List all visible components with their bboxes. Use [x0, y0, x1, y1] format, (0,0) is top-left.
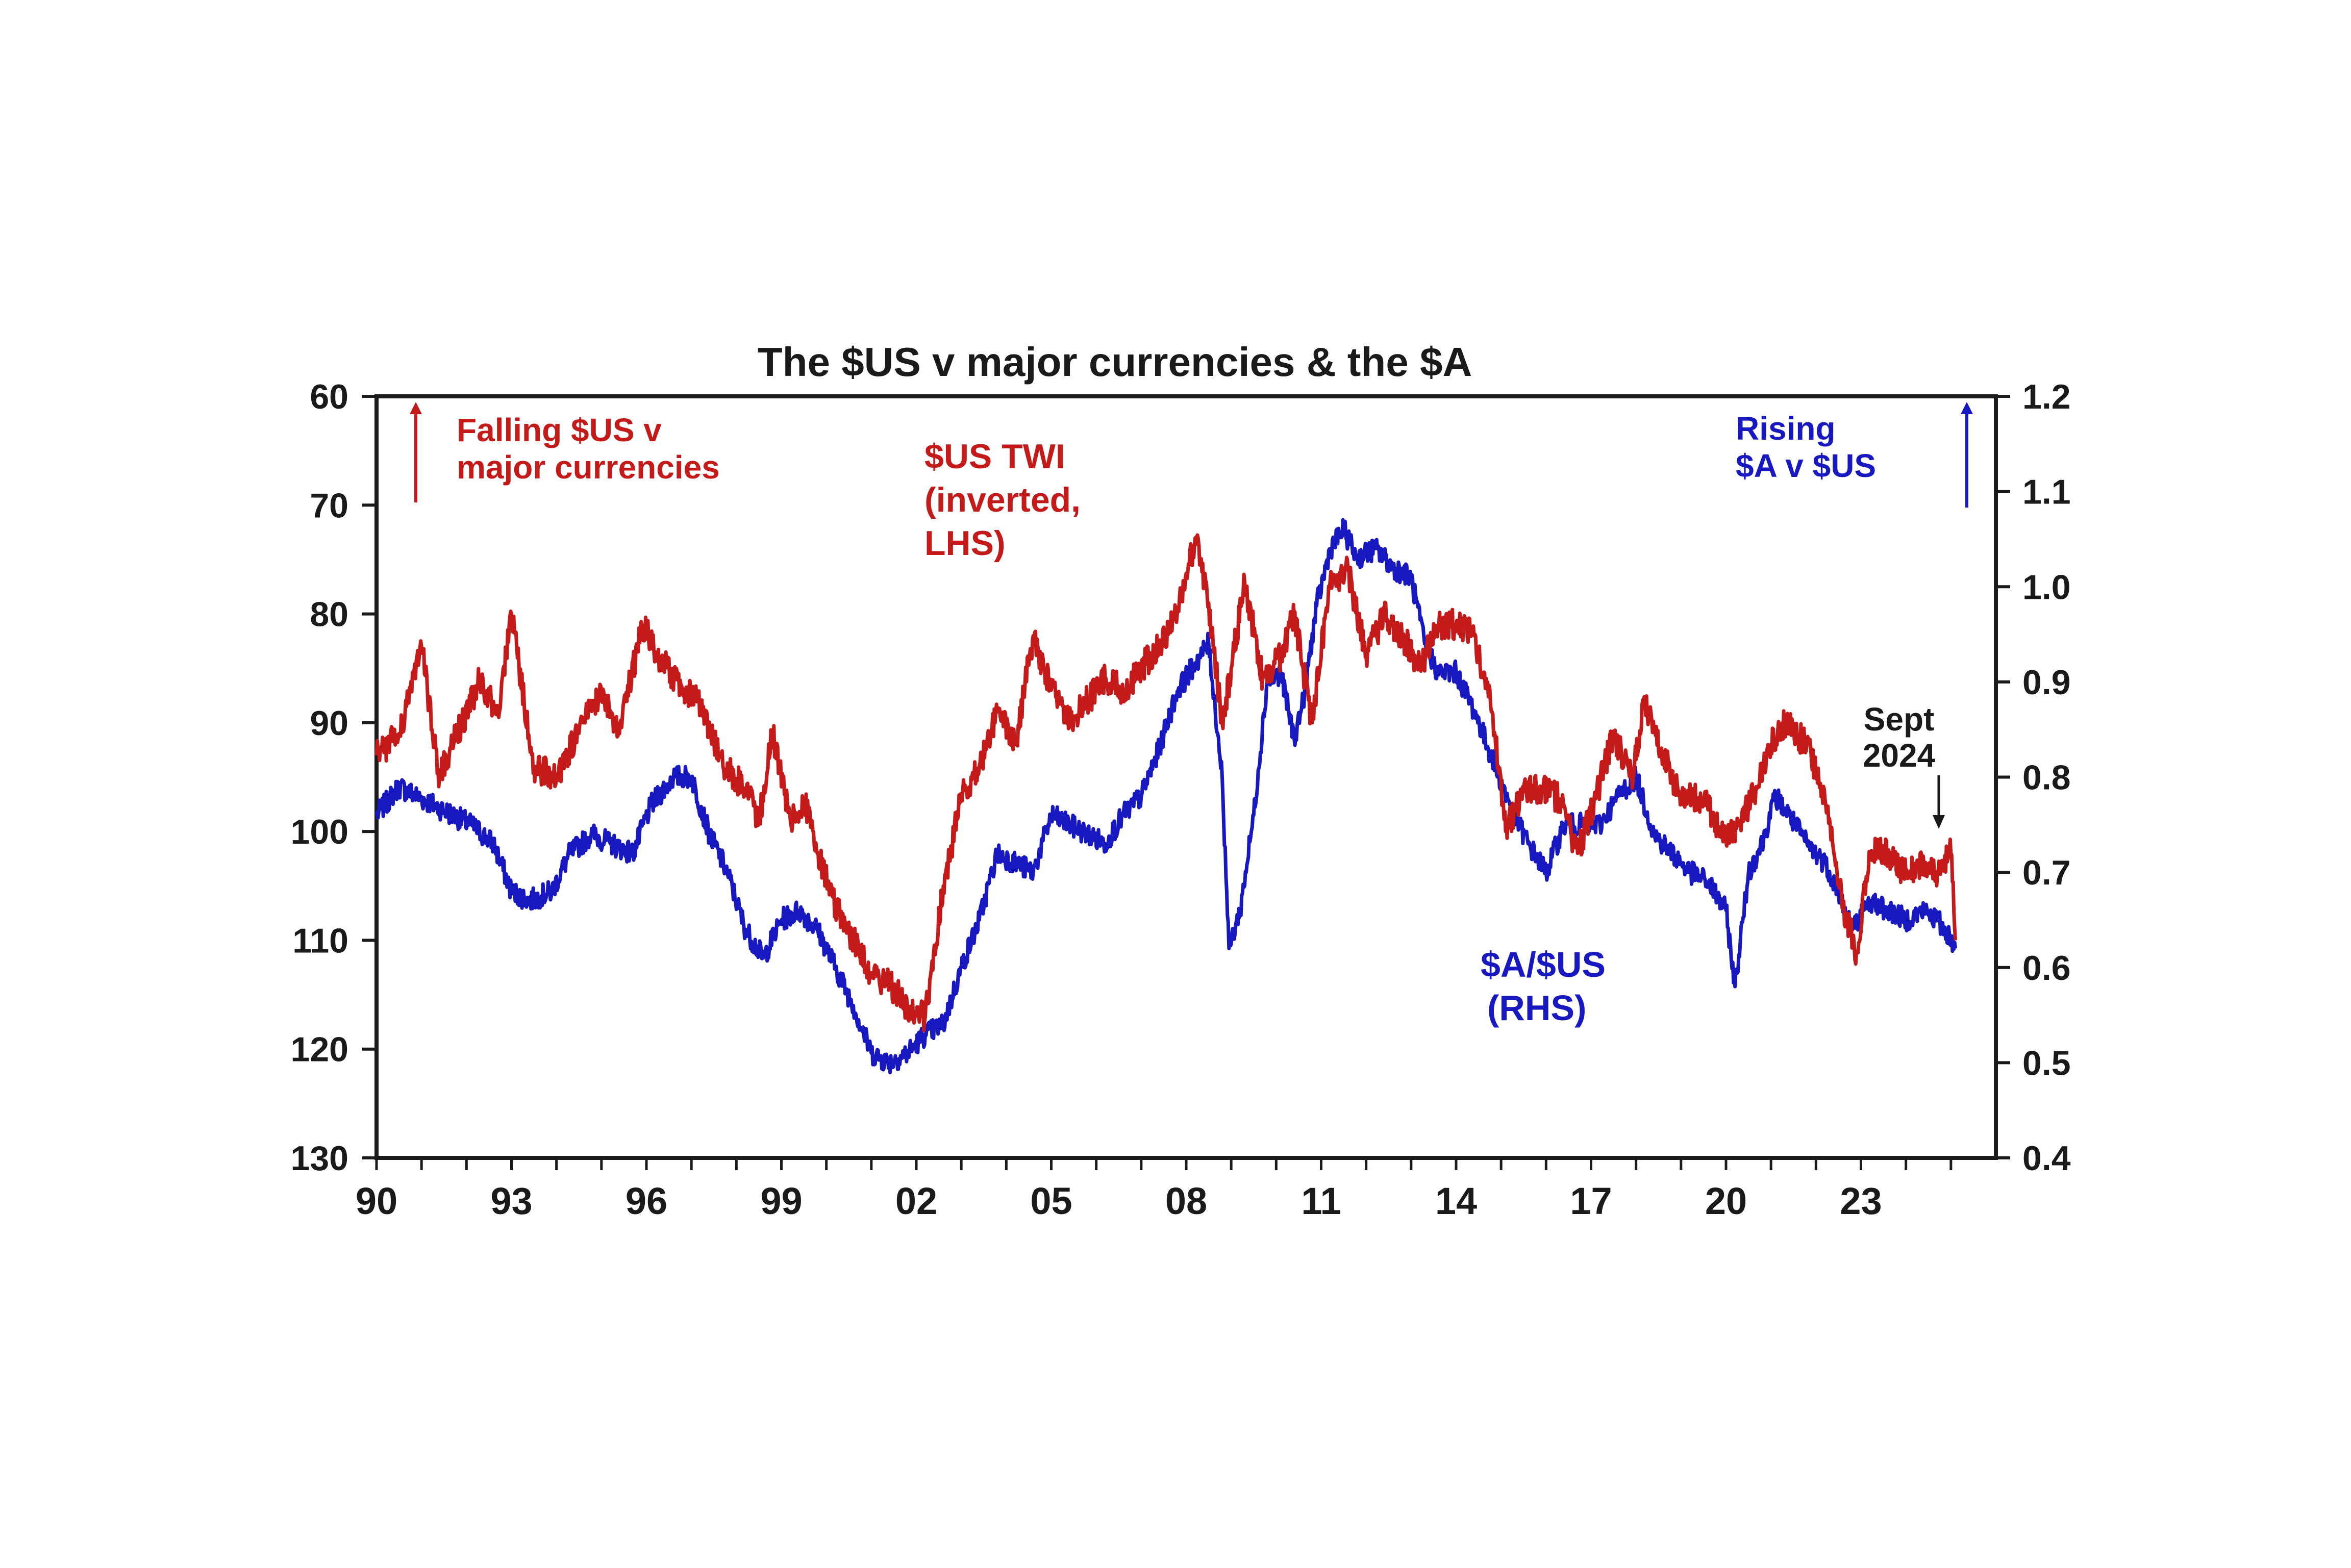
left-tick-label: 130	[291, 1139, 348, 1178]
x-tick-label: 08	[1165, 1180, 1207, 1222]
sept-label-line-2: 2024	[1863, 737, 1936, 774]
x-tick-label: 05	[1030, 1180, 1072, 1222]
falling-label-line-1: Falling $US v	[457, 412, 662, 448]
x-axis: 90 93 96 99 02 05 08 11 14 17 20 23	[356, 1158, 1953, 1222]
right-tick-label: 0.9	[2022, 663, 2071, 702]
sept-arrowhead-icon	[1933, 815, 1945, 829]
left-tick-label: 70	[310, 486, 348, 525]
left-tick-label: 120	[291, 1030, 348, 1069]
rising-label-line-2: $A v $US	[1736, 447, 1876, 484]
right-axis: 1.2 1.1 1.0 0.9 0.8 0.7 0.6 0.5 0.4	[1996, 377, 2071, 1178]
twi-series-line	[374, 533, 1958, 1032]
falling-arrowhead-icon	[410, 402, 422, 414]
plot-frame	[374, 394, 1998, 1160]
x-tick-label: 17	[1570, 1180, 1612, 1222]
twi-label-line-3: LHS)	[924, 524, 1006, 563]
right-tick-label: 0.4	[2022, 1139, 2071, 1178]
sept-annotation: Sept 2024	[1863, 701, 1945, 829]
aud-label-line-2: (RHS)	[1487, 988, 1586, 1028]
right-tick-label: 1.2	[2022, 377, 2071, 416]
x-tick-label: 23	[1840, 1180, 1882, 1222]
aud-annotation: $A/$US (RHS)	[1481, 945, 1606, 1028]
right-tick-label: 0.7	[2022, 853, 2071, 892]
x-tick-label: 11	[1301, 1180, 1341, 1222]
aud-label-line-1: $A/$US	[1481, 945, 1606, 984]
chart-title: The $US v major currencies & the $A	[758, 339, 1472, 385]
left-tick-label: 90	[310, 704, 348, 743]
left-tick-label: 110	[292, 921, 348, 960]
x-tick-label: 99	[760, 1180, 802, 1222]
x-tick-label: 20	[1705, 1180, 1747, 1222]
sept-label-line-1: Sept	[1864, 701, 1935, 738]
left-tick-label: 100	[291, 813, 348, 851]
right-tick-label: 0.8	[2022, 758, 2071, 797]
twi-label-line-1: $US TWI	[924, 437, 1065, 476]
left-tick-label: 60	[310, 377, 348, 416]
falling-label-line-2: major currencies	[457, 449, 720, 486]
aud-series-line	[374, 518, 1958, 1075]
series-layer	[374, 518, 1958, 1075]
twi-label-line-2: (inverted,	[924, 480, 1081, 519]
right-tick-label: 1.1	[2022, 473, 2071, 512]
right-tick-label: 1.0	[2022, 568, 2071, 606]
x-tick-label: 14	[1435, 1180, 1477, 1222]
x-tick-label: 02	[895, 1180, 937, 1222]
x-tick-label: 90	[356, 1180, 397, 1222]
rising-arrowhead-icon	[1961, 402, 1973, 414]
rising-label-line-1: Rising	[1736, 410, 1836, 447]
rising-annotation: Rising $A v $US	[1736, 402, 1973, 508]
x-tick-label: 96	[626, 1180, 667, 1222]
right-tick-label: 0.6	[2022, 949, 2071, 988]
left-axis: 60 70 80 90 100 110 120 130	[291, 377, 377, 1178]
left-tick-label: 80	[310, 595, 348, 634]
right-tick-label: 0.5	[2022, 1044, 2071, 1082]
falling-annotation: Falling $US v major currencies	[410, 402, 720, 502]
x-tick-label: 93	[490, 1180, 532, 1222]
twi-annotation: $US TWI (inverted, LHS)	[924, 437, 1081, 563]
